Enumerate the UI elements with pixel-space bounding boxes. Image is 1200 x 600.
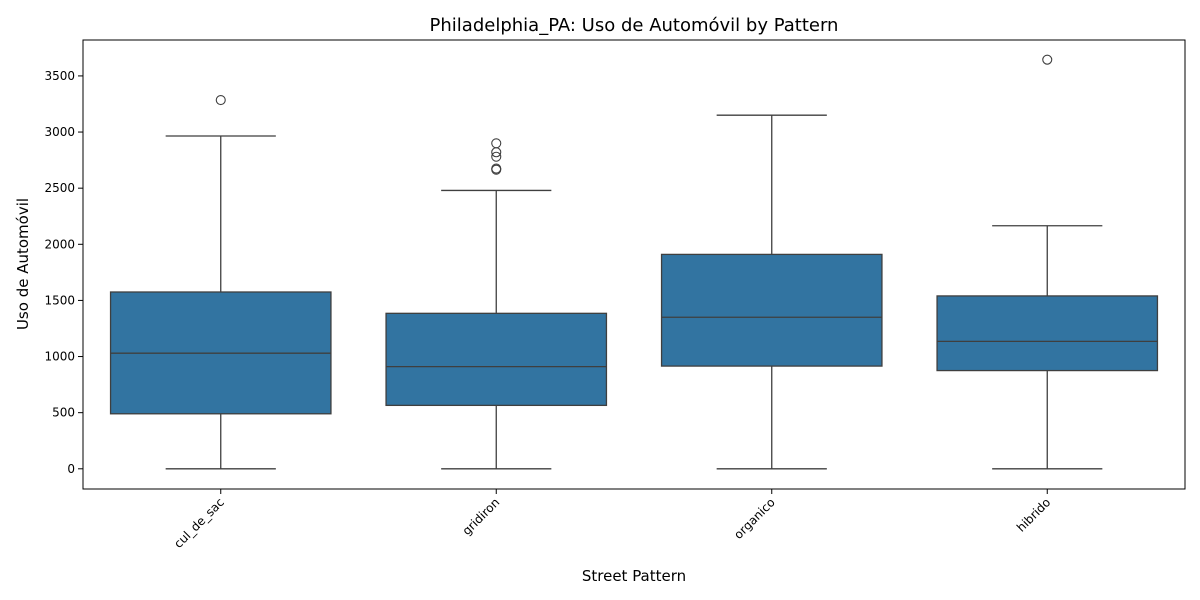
x-axis-title: Street Pattern: [582, 567, 686, 585]
box-gridiron: [385, 312, 608, 407]
y-tick-label: 3000: [44, 125, 75, 139]
x-tick-label: cul_de_sac: [171, 495, 227, 551]
box-hibrido: [936, 295, 1159, 372]
x-tick-label: gridiron: [460, 495, 503, 538]
y-tick-label: 3500: [44, 69, 75, 83]
chart-title: Philadelphia_PA: Uso de Automóvil by Pat…: [430, 15, 839, 36]
outlier-point: [491, 138, 502, 149]
outlier-point: [491, 151, 502, 162]
plot-area: 0 500 1000 1500 2000 2500 3000 3500 cul_de_sac gr…: [44, 39, 1186, 551]
outlier-point: [491, 163, 502, 174]
plot-frame: [82, 39, 1186, 490]
x-tick-label: hibrido: [1014, 495, 1053, 534]
y-tick-label: 2500: [44, 181, 75, 195]
x-tick-label: organico: [731, 495, 778, 542]
y-tick-label: 0: [67, 462, 75, 476]
outlier-point: [1042, 54, 1053, 65]
box-organico: [660, 253, 883, 367]
y-tick-label: 1000: [44, 350, 75, 364]
y-tick-label: 2000: [44, 237, 75, 251]
y-tick-label: 500: [52, 406, 75, 420]
outlier-point: [215, 95, 226, 106]
y-axis-title: Uso de Automóvil: [14, 198, 32, 330]
y-tick-label: 1500: [44, 293, 75, 307]
